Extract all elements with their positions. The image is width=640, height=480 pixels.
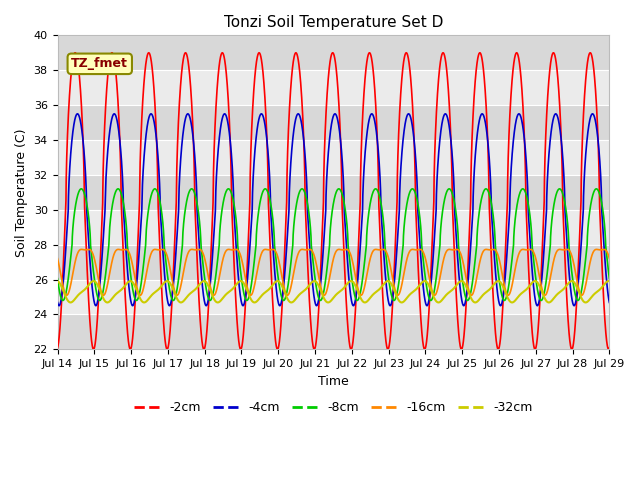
-32cm xyxy=(127,278,134,284)
-8cm xyxy=(59,298,67,303)
-2cm xyxy=(315,305,323,311)
-2cm xyxy=(605,345,613,351)
Line: -32cm: -32cm xyxy=(58,281,609,302)
-16cm xyxy=(315,275,323,280)
-16cm xyxy=(457,252,465,258)
Legend: -2cm, -4cm, -8cm, -16cm, -32cm: -2cm, -4cm, -8cm, -16cm, -32cm xyxy=(129,396,538,420)
-4cm xyxy=(54,300,61,305)
-8cm xyxy=(605,276,613,281)
X-axis label: Time: Time xyxy=(318,374,349,387)
Text: TZ_fmet: TZ_fmet xyxy=(71,57,128,70)
Y-axis label: Soil Temperature (C): Soil Temperature (C) xyxy=(15,128,28,257)
-4cm xyxy=(575,266,583,272)
-4cm xyxy=(582,145,590,151)
-8cm xyxy=(582,251,590,256)
-4cm xyxy=(241,297,249,302)
-32cm xyxy=(575,291,583,297)
-32cm xyxy=(457,278,465,284)
-32cm xyxy=(241,283,249,288)
-4cm xyxy=(473,138,481,144)
-8cm xyxy=(54,276,61,281)
-2cm xyxy=(457,346,465,352)
Bar xyxy=(58,175,609,210)
-2cm xyxy=(575,239,583,244)
Bar xyxy=(58,314,609,349)
-8cm xyxy=(315,295,323,301)
Bar xyxy=(58,210,609,245)
-2cm xyxy=(54,345,61,351)
-32cm xyxy=(605,278,613,284)
Line: -16cm: -16cm xyxy=(58,250,609,295)
-16cm xyxy=(605,256,613,262)
Bar xyxy=(58,70,609,105)
-8cm xyxy=(473,244,481,250)
-32cm xyxy=(315,283,323,289)
-2cm xyxy=(241,307,249,312)
-2cm xyxy=(71,50,79,56)
-4cm xyxy=(55,303,63,309)
-32cm xyxy=(54,278,61,284)
-16cm xyxy=(575,288,583,294)
-32cm xyxy=(582,300,590,305)
Bar xyxy=(58,279,609,314)
Line: -8cm: -8cm xyxy=(58,189,609,300)
-2cm xyxy=(473,64,481,70)
-16cm xyxy=(298,247,306,252)
-32cm xyxy=(473,299,481,305)
Bar xyxy=(58,105,609,140)
-2cm xyxy=(605,347,612,352)
Title: Tonzi Soil Temperature Set D: Tonzi Soil Temperature Set D xyxy=(224,15,443,30)
-8cm xyxy=(575,296,583,301)
-8cm xyxy=(457,265,465,271)
-16cm xyxy=(582,279,590,285)
Bar xyxy=(58,36,609,70)
-4cm xyxy=(605,300,613,305)
-16cm xyxy=(54,256,61,262)
-32cm xyxy=(545,300,553,305)
Bar xyxy=(58,140,609,175)
-4cm xyxy=(589,111,596,117)
-16cm xyxy=(241,274,249,279)
-8cm xyxy=(593,186,600,192)
Line: -4cm: -4cm xyxy=(58,114,609,306)
-16cm xyxy=(473,276,481,281)
-8cm xyxy=(241,295,249,301)
Line: -2cm: -2cm xyxy=(58,53,609,349)
Bar xyxy=(58,245,609,279)
-4cm xyxy=(315,296,323,302)
-2cm xyxy=(582,71,590,76)
-4cm xyxy=(457,292,465,298)
-16cm xyxy=(63,292,70,298)
